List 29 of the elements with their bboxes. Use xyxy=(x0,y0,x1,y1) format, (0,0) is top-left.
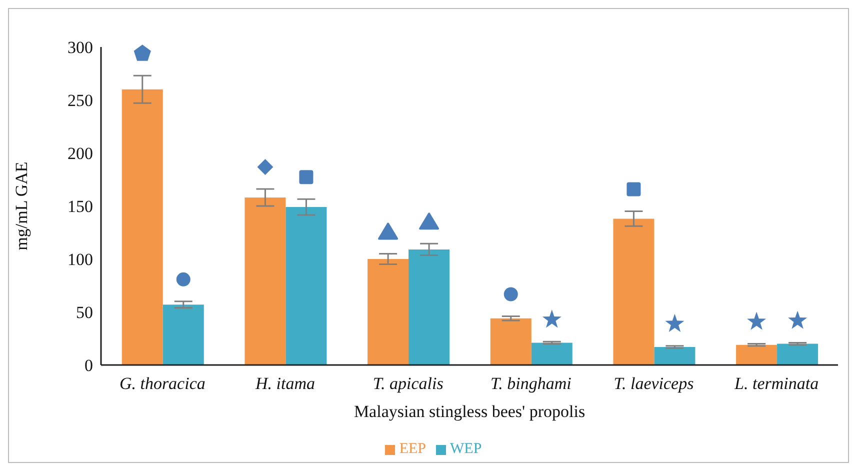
y-tick-label: 300 xyxy=(68,38,93,58)
x-tick-label: T. binghami xyxy=(490,374,572,393)
y-axis-title: mg/mL GAE xyxy=(12,162,32,250)
legend-label: EEP xyxy=(399,441,426,457)
bar xyxy=(736,344,778,365)
y-tick-label: 100 xyxy=(68,250,93,270)
legend-label: WEP xyxy=(450,441,482,457)
bar xyxy=(162,304,204,365)
y-tick-label: 50 xyxy=(76,303,93,322)
x-tick-label: T. laeviceps xyxy=(614,374,694,393)
bar xyxy=(244,198,286,365)
x-axis-title: Malaysian stingless bees' propolis xyxy=(354,402,586,421)
bar xyxy=(531,342,572,365)
bar xyxy=(490,318,532,365)
y-tick-label: 0 xyxy=(84,356,93,376)
x-tick-label: T. apicalis xyxy=(372,374,444,393)
bar xyxy=(613,218,654,365)
bar xyxy=(368,259,409,365)
bar xyxy=(777,344,818,365)
bar xyxy=(408,249,450,365)
y-tick-label: 250 xyxy=(68,91,93,110)
y-tick-label: 200 xyxy=(68,144,93,164)
x-tick-label: G. thoracica xyxy=(119,374,206,393)
x-tick-label: L. terminata xyxy=(734,374,819,393)
y-tick-label: 150 xyxy=(68,197,93,216)
bar xyxy=(654,346,696,365)
bar xyxy=(122,89,163,365)
bar xyxy=(286,207,327,365)
x-tick-label: H. itama xyxy=(254,374,315,393)
